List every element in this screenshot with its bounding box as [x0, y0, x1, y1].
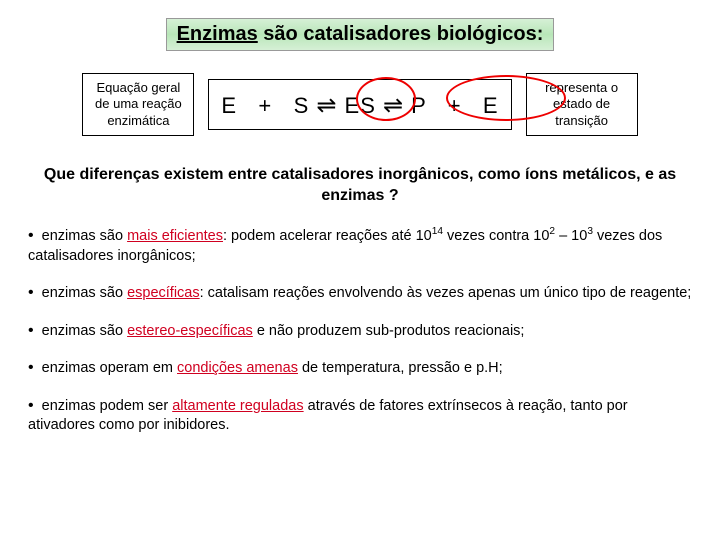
bullet-icon: •: [28, 227, 34, 244]
list-item: • enzimas são mais eficientes: podem ace…: [28, 225, 692, 266]
text: : podem acelerar reações até 10: [223, 228, 432, 244]
equation-box-wrap: E + S ⇌ ES ⇌ P + E: [208, 79, 511, 129]
equation-box: E + S ⇌ ES ⇌ P + E: [208, 79, 511, 129]
list-item: • enzimas são específicas: catalisam rea…: [28, 282, 692, 304]
page-title: Enzimas são catalisadores biológicos:: [166, 18, 555, 51]
text: vezes contra 10: [443, 228, 549, 244]
list-item: • enzimas podem ser altamente reguladas …: [28, 395, 692, 436]
title-rest: são catalisadores biológicos:: [258, 23, 544, 45]
bullet-icon: •: [28, 359, 34, 376]
list-item: • enzimas são estereo-específicas e não …: [28, 320, 692, 342]
keyword: altamente reguladas: [172, 398, 303, 414]
keyword: condições amenas: [177, 360, 298, 376]
keyword: estereo-específicas: [127, 323, 253, 339]
bullet-icon: •: [28, 284, 34, 301]
bullet-list: • enzimas são mais eficientes: podem ace…: [28, 225, 692, 436]
title-bar: Enzimas são catalisadores biológicos:: [28, 18, 692, 51]
text: enzimas são: [42, 323, 127, 339]
bullet-icon: •: [28, 322, 34, 339]
subheading: Que diferenças existem entre catalisador…: [28, 164, 692, 207]
text: de temperatura, pressão e p.H;: [298, 360, 503, 376]
text: e não produzem sub-produtos reacionais;: [253, 323, 525, 339]
equation-row: Equação geral de uma reação enzimática E…: [28, 73, 692, 136]
equilibrium-arrow-icon: ⇌: [383, 93, 411, 119]
eq-es: ES: [345, 93, 376, 118]
exp: 14: [432, 226, 443, 237]
text: enzimas operam em: [42, 360, 177, 376]
bullet-icon: •: [28, 397, 34, 414]
equilibrium-arrow-icon: ⇌: [316, 93, 344, 119]
text: : catalisam reações envolvendo às vezes …: [200, 285, 692, 301]
text: enzimas são: [42, 285, 127, 301]
equation-right-note: representa o estado de transição: [526, 73, 638, 136]
title-keyword: Enzimas: [177, 23, 258, 45]
list-item: • enzimas operam em condições amenas de …: [28, 357, 692, 379]
text: enzimas são: [42, 228, 127, 244]
eq-e-plus-s: E + S: [221, 93, 309, 118]
keyword: específicas: [127, 285, 200, 301]
text: – 10: [555, 228, 587, 244]
text: enzimas podem ser: [42, 398, 173, 414]
equation-left-note: Equação geral de uma reação enzimática: [82, 73, 194, 136]
eq-p-plus-e: P + E: [411, 93, 498, 118]
keyword: mais eficientes: [127, 228, 223, 244]
